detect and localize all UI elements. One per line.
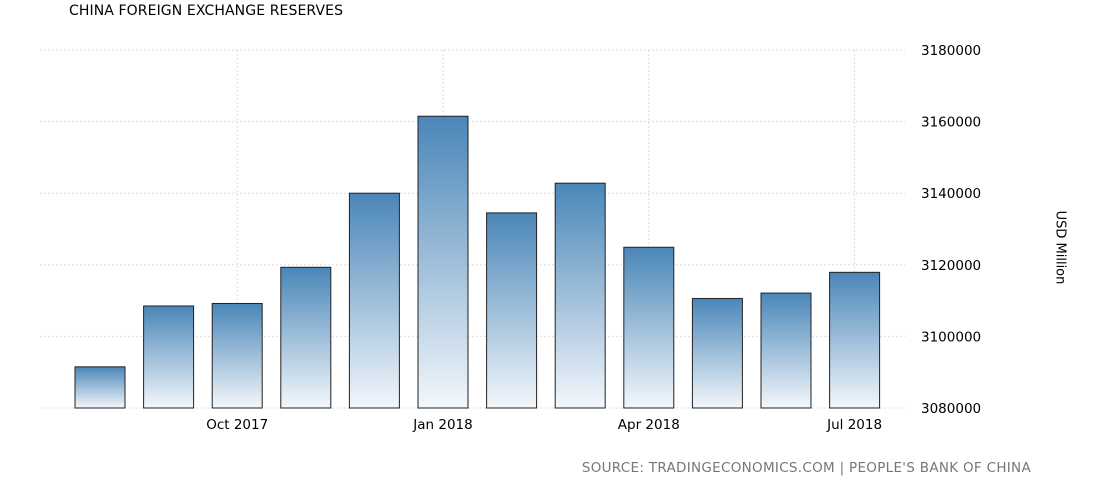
y-tick-label: 3160000 (921, 115, 981, 131)
x-tick-label: Jan 2018 (412, 417, 472, 433)
bar-apr-2018 (623, 246, 675, 409)
y-tick-label: 3180000 (921, 43, 981, 59)
chart-title: CHINA FOREIGN EXCHANGE RESERVES (69, 3, 344, 19)
x-tick-label: Apr 2018 (618, 417, 680, 433)
bar-sep-2017 (143, 305, 195, 409)
x-tick-label: Oct 2017 (206, 417, 268, 433)
y-tick-label: 3120000 (921, 258, 981, 274)
bar-oct-2017 (211, 302, 263, 409)
bar-jul-2018 (829, 271, 881, 409)
y-tick-label: 3140000 (921, 186, 981, 202)
y-tick-label: 3080000 (921, 401, 981, 417)
bar-mar-2018 (554, 182, 606, 409)
x-axis-ticks: Oct 2017 Jan 2018 Apr 2018 Jul 2018 (206, 417, 882, 433)
bar-jan-2018 (417, 115, 469, 409)
bar-feb-2018 (486, 212, 538, 409)
bar-aug-2017 (74, 366, 126, 409)
bar-dec-2017 (348, 192, 400, 409)
y-tick-label: 3100000 (921, 329, 981, 345)
y-axis-ticks: 3080000 3100000 3120000 3140000 3160000 31800… (921, 43, 981, 417)
bar-nov-2017 (280, 266, 332, 409)
source-note: SOURCE: TRADINGECONOMICS.COM | PEOPLE'S … (581, 460, 1031, 476)
bar-may-2018 (691, 297, 743, 409)
bars (74, 115, 881, 409)
x-tick-label: Jul 2018 (826, 417, 882, 433)
bar-jun-2018 (760, 292, 812, 409)
y-axis-label: USD Million (1052, 210, 1068, 285)
